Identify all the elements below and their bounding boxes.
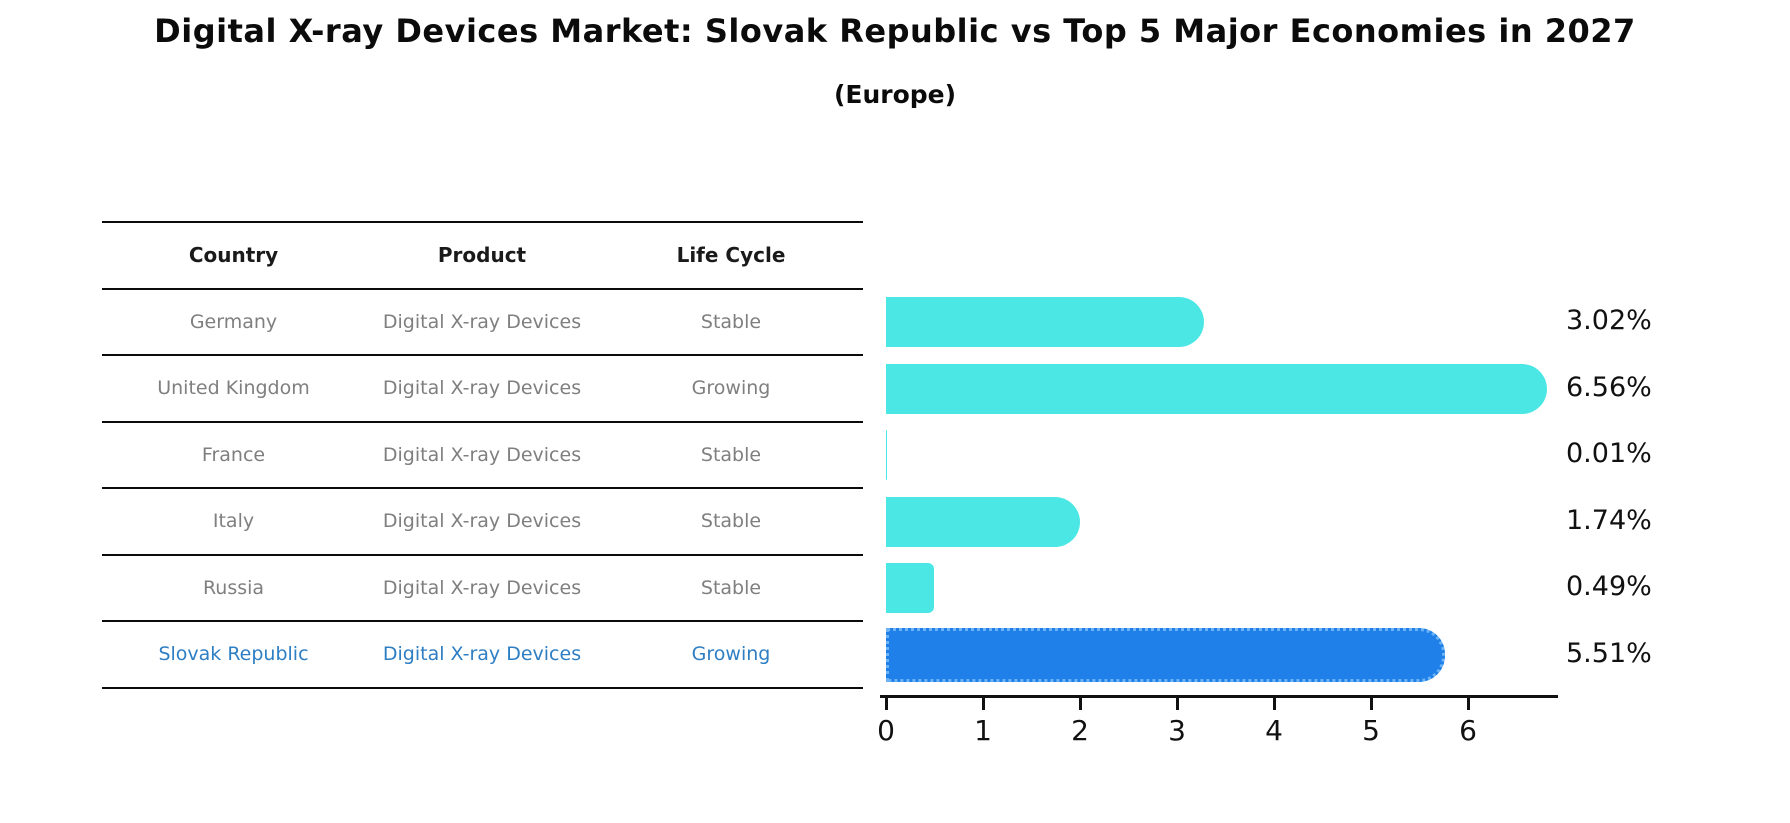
country-table: Country Product Life Cycle Germany Digital X… — [102, 221, 863, 689]
x-axis-tick-label: 6 — [1459, 714, 1477, 747]
table-cell: Digital X-ray Devices — [382, 576, 582, 599]
chart-title: Digital X-ray Devices Market: Slovak Rep… — [154, 12, 1636, 50]
bar-united-kingdom — [886, 364, 1548, 414]
table-cell: Digital X-ray Devices — [382, 377, 582, 400]
table-cell: Digital X-ray Devices — [382, 510, 582, 533]
table-row: United Kingdom Digital X-ray Devices Growi… — [102, 356, 863, 423]
x-axis-tick — [982, 698, 985, 710]
x-axis-tick — [1079, 698, 1082, 710]
table-cell: Digital X-ray Devices — [382, 643, 582, 666]
table-cell: Stable — [700, 310, 762, 333]
bar-germany — [886, 297, 1204, 347]
bar-france — [886, 430, 887, 480]
table-cell: Growing — [691, 377, 771, 400]
x-axis-tick-label: 5 — [1362, 714, 1380, 747]
table-cell: France — [201, 443, 266, 466]
table-header-cell: Life Cycle — [676, 243, 786, 268]
table-header-cell: Country — [188, 243, 279, 268]
x-axis-tick — [1273, 698, 1276, 710]
table-row: France Digital X-ray Devices Stable — [102, 423, 863, 489]
table-cell: Digital X-ray Devices — [382, 443, 582, 466]
x-axis-tick-label: 2 — [1071, 714, 1089, 747]
value-label: 5.51% — [1566, 638, 1652, 669]
x-axis-line — [880, 695, 1558, 698]
value-label: 1.74% — [1566, 505, 1652, 536]
table-cell: Stable — [700, 443, 762, 466]
table-row: Italy Digital X-ray Devices Stable — [102, 489, 863, 556]
table-cell: Stable — [700, 510, 762, 533]
bar-slovak-republic — [886, 628, 1446, 682]
table-cell: Russia — [202, 576, 265, 599]
table-cell: Italy — [212, 510, 255, 533]
x-axis-tick-label: 4 — [1265, 714, 1283, 747]
value-label: 6.56% — [1566, 372, 1652, 403]
table-cell: United Kingdom — [157, 377, 310, 400]
table-row: Germany Digital X-ray Devices Stable — [102, 290, 863, 356]
table-cell: Growing — [691, 643, 771, 666]
chart-subtitle: (Europe) — [833, 80, 957, 109]
bar-italy — [886, 497, 1080, 547]
table-row: Slovak Republic Digital X-ray Devices Grow… — [102, 622, 863, 689]
value-label: 0.01% — [1566, 438, 1652, 469]
x-axis-tick-label: 1 — [974, 714, 992, 747]
table-cell: Stable — [700, 576, 762, 599]
x-axis-tick — [1467, 698, 1470, 710]
value-label: 0.49% — [1566, 571, 1652, 602]
bar-russia — [886, 563, 934, 613]
table-cell: Digital X-ray Devices — [382, 310, 582, 333]
value-label: 3.02% — [1566, 305, 1652, 336]
table-cell: Germany — [189, 310, 278, 333]
x-axis-tick — [1176, 698, 1179, 710]
table-header-row: Country Product Life Cycle — [102, 223, 863, 290]
x-axis-tick-label: 0 — [877, 714, 895, 747]
table-cell: Slovak Republic — [158, 643, 309, 666]
x-axis-tick — [1370, 698, 1373, 710]
table-header-cell: Product — [437, 243, 527, 268]
x-axis-tick — [885, 698, 888, 710]
x-axis-tick-label: 3 — [1168, 714, 1186, 747]
table-row: Russia Digital X-ray Devices Stable — [102, 556, 863, 622]
